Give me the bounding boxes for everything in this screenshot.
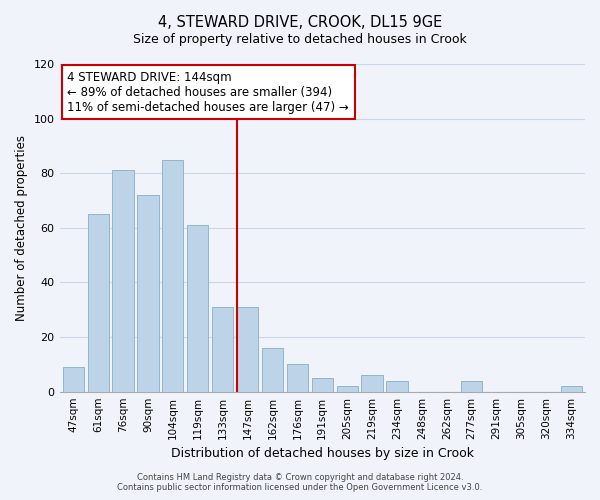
Text: 4, STEWARD DRIVE, CROOK, DL15 9GE: 4, STEWARD DRIVE, CROOK, DL15 9GE <box>158 15 442 30</box>
Bar <box>212 307 233 392</box>
Bar <box>62 367 84 392</box>
Text: Size of property relative to detached houses in Crook: Size of property relative to detached ho… <box>133 32 467 46</box>
Bar <box>237 307 258 392</box>
Text: Contains HM Land Registry data © Crown copyright and database right 2024.
Contai: Contains HM Land Registry data © Crown c… <box>118 473 482 492</box>
Bar <box>311 378 333 392</box>
Bar <box>137 195 158 392</box>
Bar <box>112 170 134 392</box>
Bar <box>461 381 482 392</box>
X-axis label: Distribution of detached houses by size in Crook: Distribution of detached houses by size … <box>171 447 474 460</box>
Bar <box>162 160 184 392</box>
Y-axis label: Number of detached properties: Number of detached properties <box>15 135 28 321</box>
Bar <box>287 364 308 392</box>
Bar <box>561 386 582 392</box>
Bar <box>386 381 407 392</box>
Bar <box>262 348 283 392</box>
Text: 4 STEWARD DRIVE: 144sqm
← 89% of detached houses are smaller (394)
11% of semi-d: 4 STEWARD DRIVE: 144sqm ← 89% of detache… <box>67 70 349 114</box>
Bar <box>88 214 109 392</box>
Bar <box>337 386 358 392</box>
Bar <box>187 225 208 392</box>
Bar <box>361 376 383 392</box>
